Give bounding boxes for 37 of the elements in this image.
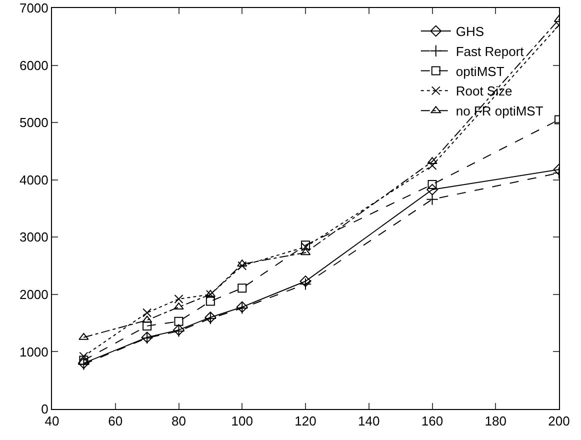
y-tick-label: 5000	[19, 115, 48, 130]
y-tick-label: 3000	[19, 230, 48, 245]
point	[427, 157, 438, 164]
x-tick-label: 100	[231, 414, 253, 429]
x-tick-label: 180	[484, 414, 506, 429]
point	[142, 321, 152, 330]
legend-label: GHS	[456, 24, 484, 40]
point	[78, 332, 89, 340]
y-tick-label: 7000	[19, 0, 48, 16]
point	[238, 284, 247, 293]
x-tick-label: 60	[108, 414, 123, 429]
legend-label: no FR optiMST	[456, 104, 544, 119]
point	[237, 260, 248, 267]
x-tick-label: 80	[172, 414, 186, 429]
x-tick-label: 120	[294, 414, 316, 429]
legend-label: optiMST	[456, 64, 504, 79]
point	[426, 193, 438, 206]
point	[142, 308, 152, 318]
point	[174, 316, 184, 326]
point	[238, 261, 247, 270]
x-tick-label: 200	[548, 414, 570, 429]
point	[79, 352, 88, 361]
y-tick-label: 6000	[19, 58, 48, 73]
x-tick-label: 140	[358, 414, 380, 429]
point	[174, 294, 184, 304]
point	[299, 278, 312, 290]
y-tick-label: 2000	[19, 286, 48, 302]
point	[428, 180, 437, 189]
point	[300, 276, 312, 287]
point	[206, 296, 215, 306]
point	[79, 356, 88, 365]
y-tick-label: 1000	[19, 344, 48, 360]
point	[426, 184, 438, 196]
legend-label: Fast Report	[456, 44, 524, 59]
y-tick-label: 4000	[19, 172, 48, 188]
point	[174, 302, 184, 310]
x-tick-label: 160	[421, 414, 444, 429]
